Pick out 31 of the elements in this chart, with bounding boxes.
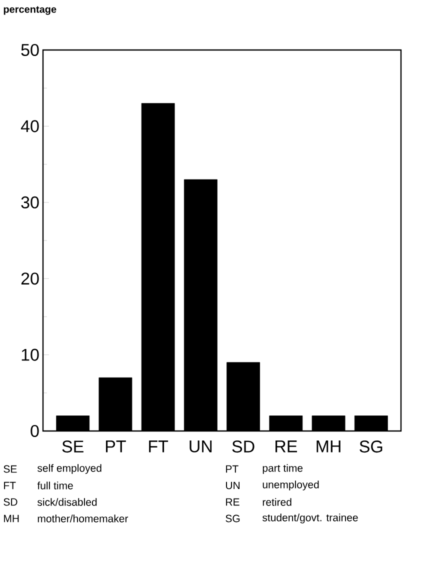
- x-tick-label: MH: [316, 440, 340, 452]
- text: FT: [4, 482, 16, 490]
- x-tick-label: SD: [232, 440, 254, 453]
- text: PT: [226, 465, 238, 473]
- y-tick-label: 30: [21, 196, 39, 208]
- y-tick-label: 40: [20, 120, 39, 132]
- text: SE: [4, 465, 17, 473]
- text: SD: [4, 498, 18, 506]
- text: RE: [226, 498, 240, 506]
- x-tick-label: SG: [360, 440, 382, 453]
- text: student/govt. trainee: [262, 514, 358, 524]
- text: full time: [37, 482, 73, 490]
- x-tick-label: RE: [276, 440, 297, 452]
- y-axis-title: percentage: [4, 6, 56, 15]
- x-tick-label: FT: [149, 440, 168, 452]
- text: sick/disabled: [38, 498, 97, 506]
- text: retired: [262, 498, 292, 506]
- text: self employed: [38, 464, 102, 474]
- text: unemployed: [262, 480, 319, 490]
- x-tick-label: UN: [190, 440, 212, 452]
- text: MH: [4, 514, 19, 522]
- y-tick-label: 0: [30, 424, 39, 438]
- text: UN: [226, 482, 240, 490]
- y-tick-label: 10: [22, 348, 39, 361]
- x-tick-label: SE: [62, 440, 84, 453]
- y-tick-label: 50: [21, 44, 39, 56]
- text: part time: [262, 464, 303, 474]
- y-tick-label: 20: [21, 272, 39, 285]
- text: mother/homemaker: [38, 514, 128, 522]
- x-tick-label: PT: [106, 440, 126, 452]
- text: SG: [226, 514, 240, 522]
